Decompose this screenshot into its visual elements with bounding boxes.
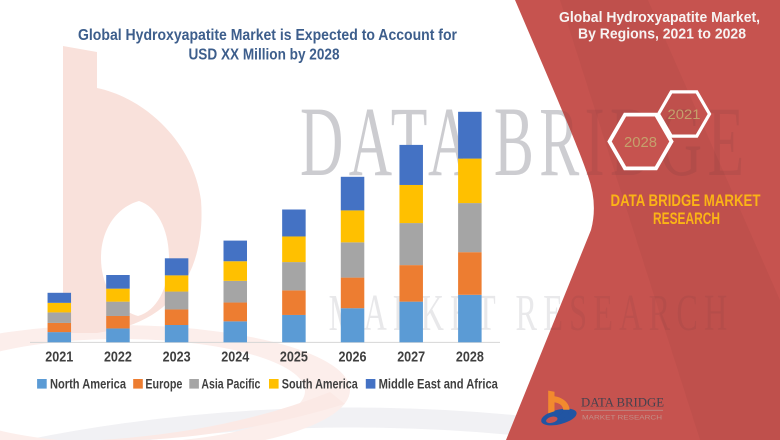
- svg-text:2021: 2021: [45, 350, 73, 366]
- svg-text:2028: 2028: [456, 350, 484, 366]
- svg-text:Global Hydroxyapatite Market i: Global Hydroxyapatite Market is Expected…: [78, 27, 457, 44]
- svg-text:2025: 2025: [280, 350, 308, 366]
- svg-text:DATA BRIDGE MARKET: DATA BRIDGE MARKET: [611, 191, 761, 210]
- svg-text:USD XX Million by 2028: USD XX Million by 2028: [189, 46, 340, 63]
- svg-text:MARKET RESEARCH: MARKET RESEARCH: [582, 415, 662, 422]
- svg-text:Europe: Europe: [145, 377, 182, 392]
- svg-text:Global Hydroxyapatite Market,: Global Hydroxyapatite Market,: [559, 9, 760, 26]
- svg-text:RESEARCH: RESEARCH: [653, 209, 720, 228]
- svg-text:2028: 2028: [624, 135, 657, 151]
- svg-text:North America: North America: [50, 377, 126, 392]
- svg-text:DATA BRIDGE: DATA BRIDGE: [581, 396, 664, 410]
- svg-text:South America: South America: [282, 377, 358, 392]
- svg-text:2027: 2027: [397, 350, 425, 366]
- svg-text:2023: 2023: [163, 350, 191, 366]
- svg-text:By Regions, 2021 to 2028: By Regions, 2021 to 2028: [578, 25, 746, 42]
- svg-text:2022: 2022: [104, 350, 132, 366]
- svg-text:2026: 2026: [339, 350, 367, 366]
- svg-text:2024: 2024: [221, 350, 249, 366]
- svg-text:Asia Pacific: Asia Pacific: [201, 377, 260, 392]
- svg-text:Middle East and Africa: Middle East and Africa: [379, 377, 499, 392]
- svg-text:2021: 2021: [668, 107, 701, 122]
